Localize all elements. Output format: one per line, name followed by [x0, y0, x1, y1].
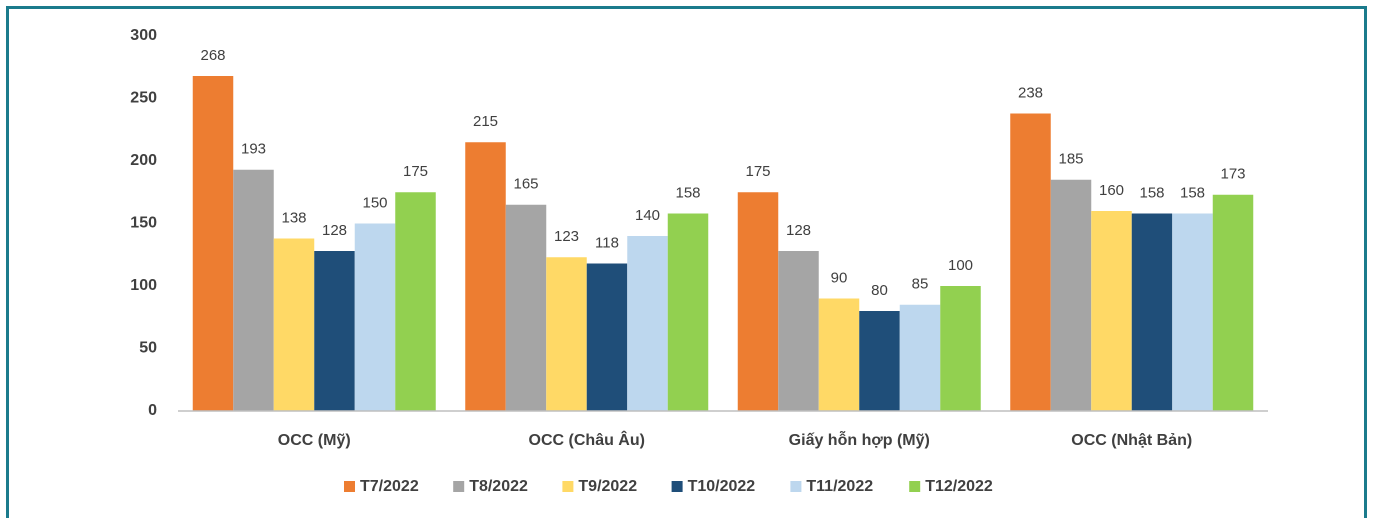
x-tick-label: Giấy hỗn hợp (Mỹ) [789, 430, 930, 449]
value-label: 160 [1099, 182, 1124, 199]
bar [737, 192, 779, 411]
y-tick-label: 100 [130, 277, 157, 294]
legend-label: T10/2022 [688, 478, 756, 495]
x-tick-label: OCC (Mỹ) [278, 432, 351, 449]
bar [1050, 179, 1092, 411]
bar [899, 304, 941, 411]
legend-swatch [671, 481, 683, 492]
x-tick-label: OCC (Nhật Bản) [1071, 432, 1192, 449]
bar [667, 213, 709, 411]
y-tick-label: 150 [130, 215, 157, 232]
value-label: 185 [1058, 151, 1083, 168]
value-label: 150 [362, 194, 387, 211]
value-label: 123 [554, 228, 579, 245]
value-label: 238 [1018, 84, 1043, 101]
x-tick-label: OCC (Châu Âu) [529, 430, 645, 449]
bar [354, 223, 396, 411]
bar [627, 236, 668, 411]
bar [778, 251, 819, 411]
bar [1212, 194, 1254, 411]
value-label: 118 [595, 234, 619, 251]
value-label: 80 [871, 282, 888, 299]
bar [859, 311, 900, 411]
value-label: 175 [403, 163, 428, 180]
bar [395, 192, 436, 411]
y-tick-label: 200 [130, 152, 157, 169]
frame [6, 6, 1367, 518]
legend-swatch [453, 481, 465, 492]
y-tick-label: 50 [139, 340, 157, 357]
bar [940, 286, 981, 411]
bar [1091, 211, 1132, 411]
value-label: 138 [281, 209, 306, 226]
legend-swatch [344, 481, 355, 492]
value-label: 175 [745, 163, 770, 180]
bar [314, 251, 355, 411]
bar [192, 76, 234, 411]
value-label: 193 [241, 141, 266, 158]
legend-label: T11/2022 [806, 478, 873, 495]
value-label: 158 [1180, 184, 1205, 201]
value-label: 268 [200, 47, 225, 64]
value-label: 215 [473, 113, 498, 130]
y-tick-label: 250 [130, 90, 157, 107]
bar [505, 204, 547, 411]
value-label: 128 [786, 222, 811, 239]
bar [1010, 113, 1051, 411]
y-tick-label: 300 [130, 27, 157, 44]
value-label: 173 [1220, 166, 1245, 183]
legend-label: T12/2022 [925, 478, 993, 495]
bar [233, 169, 274, 411]
bar [818, 298, 860, 411]
legend-label: T8/2022 [469, 478, 528, 495]
value-label: 140 [635, 207, 660, 224]
value-label: 100 [948, 257, 973, 274]
y-tick-label: 0 [148, 402, 157, 419]
value-label: 165 [513, 176, 538, 193]
bar [1131, 213, 1173, 411]
value-label: 90 [831, 269, 848, 286]
bar [1172, 213, 1213, 411]
legend-swatch [562, 481, 574, 492]
legend-label: T7/2022 [360, 478, 419, 495]
legend-swatch [790, 481, 802, 492]
value-label: 128 [322, 222, 347, 239]
value-label: 158 [1139, 184, 1164, 201]
bar [273, 238, 315, 411]
bar [465, 142, 506, 411]
bar [546, 257, 587, 411]
value-label: 85 [912, 276, 929, 293]
legend-label: T9/2022 [578, 478, 637, 495]
legend-swatch [909, 481, 921, 492]
value-label: 158 [675, 184, 700, 201]
bar [586, 263, 628, 411]
